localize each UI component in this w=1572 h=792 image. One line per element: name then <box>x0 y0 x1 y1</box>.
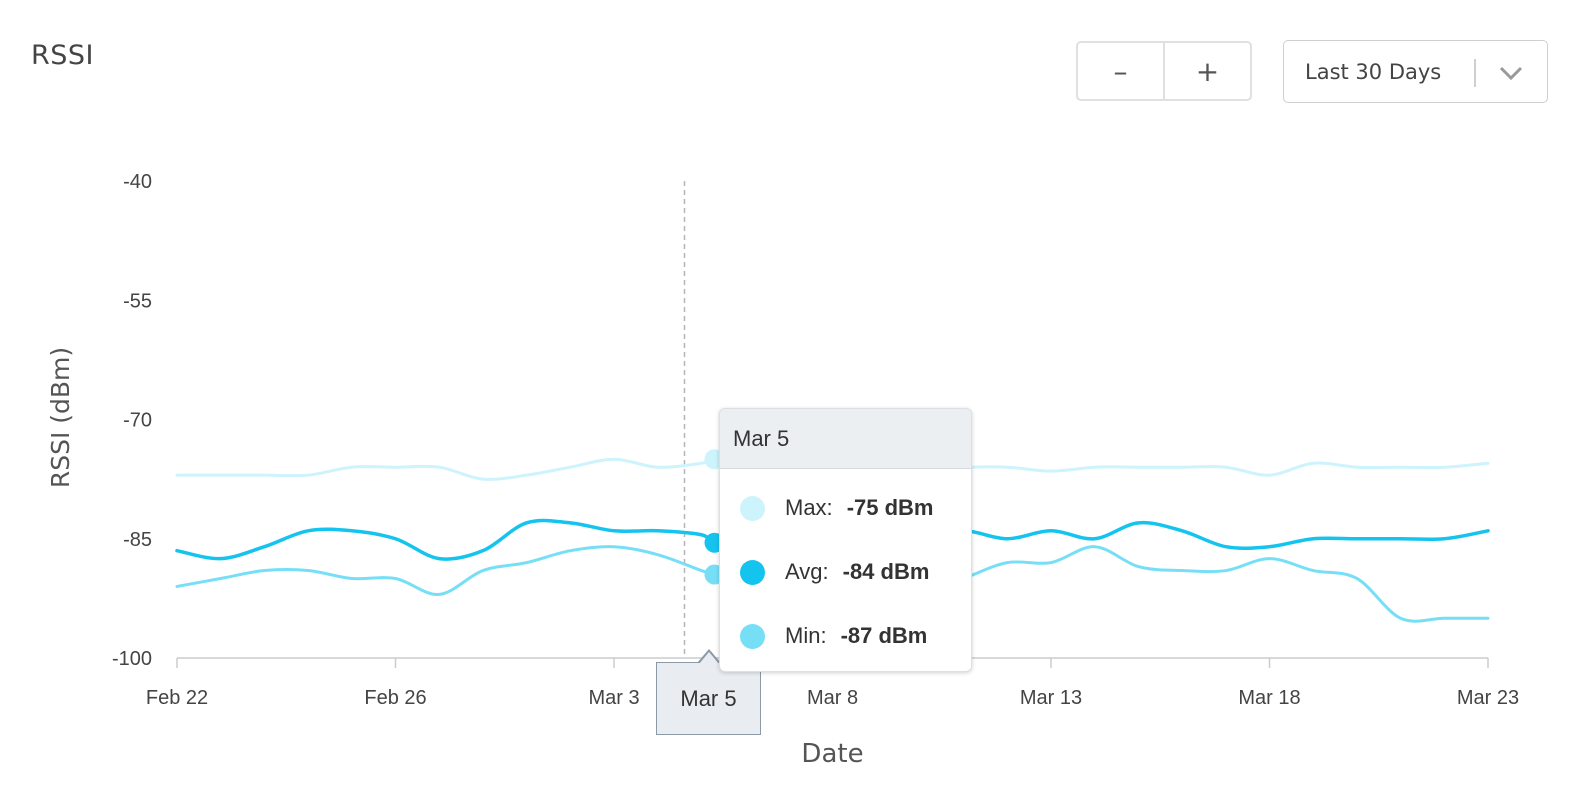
tooltip-label: Avg: <box>785 559 829 584</box>
tooltip-row-max: Max: -75 dBm <box>740 495 933 521</box>
x-tick-label: Feb 22 <box>146 687 208 709</box>
hover-x-label: Mar 5 <box>656 662 761 735</box>
x-axis-title: Date <box>801 739 863 769</box>
tooltip-value: -87 dBm <box>840 623 928 648</box>
date-range-select[interactable]: Last 30 Days <box>1283 40 1548 103</box>
tooltip-value: -84 dBm <box>842 559 930 584</box>
chevron-down-icon <box>1499 66 1523 81</box>
zoom-out-button[interactable]: – <box>1113 54 1128 88</box>
tooltip-row-min: Min: -87 dBm <box>740 623 927 649</box>
y-tick-label: -55 <box>123 290 152 312</box>
x-tick-label: Mar 18 <box>1238 687 1300 709</box>
y-axis-title: RSSI (dBm) <box>46 347 75 488</box>
y-tick-label: -100 <box>112 648 152 670</box>
tooltip-label: Min: <box>785 623 827 648</box>
y-tick-label: -70 <box>123 410 152 432</box>
y-tick-label: -85 <box>123 529 152 551</box>
hover-label-pointer-fill <box>699 652 719 664</box>
date-range-label: Last 30 Days <box>1305 59 1442 84</box>
tooltip-row-avg: Avg: -84 dBm <box>740 559 929 585</box>
x-tick-label: Feb 26 <box>364 687 426 709</box>
max-legend-dot-icon <box>740 495 765 521</box>
chart-title: RSSI <box>31 40 95 71</box>
zoom-in-button[interactable]: + <box>1163 43 1250 99</box>
x-tick-label: Mar 13 <box>1020 687 1082 709</box>
x-tick-label: Mar 23 <box>1457 687 1519 709</box>
x-tick-label: Mar 3 <box>588 687 639 709</box>
tooltip-date: Mar 5 <box>720 409 971 469</box>
select-divider <box>1474 59 1476 87</box>
avg-legend-dot-icon <box>740 559 765 585</box>
zoom-controls: – + <box>1076 41 1252 101</box>
x-tick-label: Mar 8 <box>807 687 858 709</box>
tooltip-label: Max: <box>785 495 833 520</box>
tooltip-value: -75 dBm <box>846 495 934 520</box>
y-tick-label: -40 <box>123 171 152 193</box>
data-tooltip: Mar 5 Max: -75 dBm Avg: -84 dBm Min: -87… <box>719 408 972 672</box>
min-legend-dot-icon <box>740 623 765 649</box>
